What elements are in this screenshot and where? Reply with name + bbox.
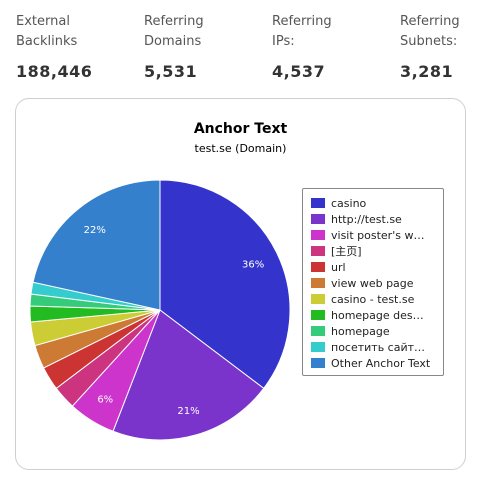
legend-label: casino - test.se xyxy=(331,292,415,306)
stat-value: 4,537 xyxy=(272,62,326,81)
legend-label: homepage des… xyxy=(331,308,424,322)
chart-legend: casino http://test.se visit poster's w… [主页… xyxy=(302,188,444,376)
pie-slice-label: 21% xyxy=(177,406,199,417)
legend-item: [主页] xyxy=(311,243,362,259)
legend-swatch xyxy=(311,262,325,272)
legend-label: homepage xyxy=(331,324,390,338)
legend-item: visit poster's w… xyxy=(311,227,424,243)
stat-referring-subnets: Referring Subnets: 3,281 xyxy=(400,12,480,81)
chart-title: Anchor Text xyxy=(193,121,288,137)
legend-label: url xyxy=(331,260,346,274)
legend-swatch xyxy=(311,230,325,240)
legend-label: casino xyxy=(331,196,367,210)
stat-value: 188,446 xyxy=(16,62,93,81)
pie-slice xyxy=(159,179,291,390)
legend-item: url xyxy=(311,259,346,275)
stat-value: 5,531 xyxy=(144,62,198,81)
stat-label: Referring Subnets: xyxy=(400,14,460,49)
legend-swatch xyxy=(311,214,325,224)
stat-label: Referring Domains xyxy=(144,14,204,49)
legend-item: casino - test.se xyxy=(311,291,414,307)
pie-slice xyxy=(112,309,265,441)
legend-swatch xyxy=(311,342,325,352)
stats-row: External Backlinks 188,446 Referring Dom… xyxy=(0,0,480,90)
legend-item: casino xyxy=(311,195,366,211)
legend-item: посетить сайт… xyxy=(311,339,425,355)
stat-label: Referring IPs: xyxy=(272,14,332,49)
legend-swatch xyxy=(311,294,325,304)
legend-swatch xyxy=(311,358,325,368)
stat-external-backlinks: External Backlinks 188,446 xyxy=(16,12,136,81)
legend-swatch xyxy=(311,278,325,288)
legend-swatch xyxy=(311,246,325,256)
chart-subtitle: test.se (Domain) xyxy=(194,142,287,155)
stat-label: External Backlinks xyxy=(16,14,78,49)
legend-label: visit poster's w… xyxy=(331,228,425,242)
legend-swatch xyxy=(311,198,325,208)
legend-item: http://test.se xyxy=(311,211,402,227)
stat-value: 3,281 xyxy=(400,62,454,81)
legend-item: view web page xyxy=(311,275,414,291)
legend-swatch xyxy=(311,310,325,320)
legend-item: homepage des… xyxy=(311,307,424,323)
pie-slice-label: 22% xyxy=(84,225,106,236)
pie-slice-label: 36% xyxy=(242,260,264,271)
legend-label: view web page xyxy=(331,276,414,290)
stat-referring-domains: Referring Domains 5,531 xyxy=(144,12,264,81)
legend-swatch xyxy=(311,326,325,336)
pie-slice-label: 6% xyxy=(97,394,113,405)
pie-slice xyxy=(32,179,161,311)
legend-label: посетить сайт… xyxy=(331,340,426,354)
legend-label: http://test.se xyxy=(331,212,402,226)
legend-item: Other Anchor Text xyxy=(311,355,430,371)
legend-item: homepage xyxy=(311,323,390,339)
legend-label: [主页] xyxy=(331,245,362,258)
legend-label: Other Anchor Text xyxy=(331,356,431,370)
stat-referring-ips: Referring IPs: 4,537 xyxy=(272,12,392,81)
